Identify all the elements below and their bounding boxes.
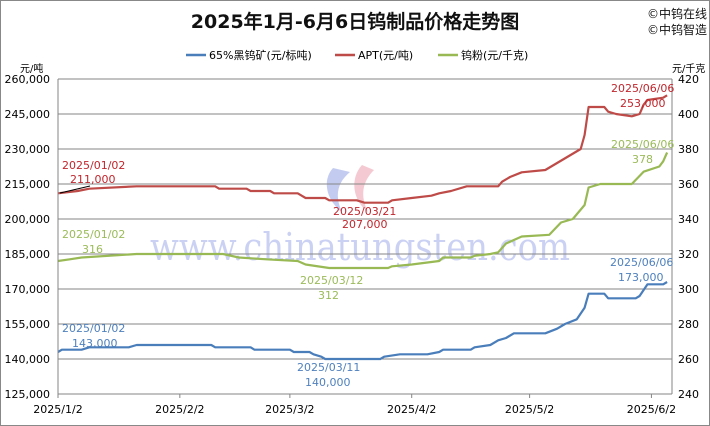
- series-line-ore: [57, 281, 668, 361]
- powder-start-value: 316: [82, 243, 103, 256]
- chart-title: 2025年1月-6月6日钨制品价格走势图: [191, 10, 519, 33]
- axes: 125,000 240 140,000 260 155,000 280 170,000 300…: [5, 73, 700, 416]
- left-axis-tick-label: 230,000: [5, 143, 51, 156]
- series-lines: [57, 94, 669, 361]
- ore-low-value: 140,000: [305, 376, 351, 389]
- left-axis-unit: 元/吨: [20, 62, 43, 75]
- right-axis-tick-label: 380: [678, 143, 699, 156]
- copyright-2: ©中钨智造: [647, 22, 707, 37]
- powder-low-value: 312: [318, 289, 339, 302]
- watermark: www.chinatungsten.com: [150, 165, 570, 269]
- x-axis-tick-label: 2025/2/2: [155, 403, 204, 416]
- watermark-text: www.chinatungsten.com: [150, 225, 570, 269]
- annotations: 2025/01/02 211,000 2025/03/21 207,000 20…: [59, 82, 674, 389]
- left-axis-tick-label: 185,000: [5, 248, 51, 261]
- right-axis-tick-label: 340: [678, 213, 699, 226]
- ore-start-value: 143,000: [72, 337, 118, 350]
- right-axis-tick-label: 360: [678, 178, 699, 191]
- legend-label-powder: 钨粉(元/千克): [461, 49, 528, 62]
- ore-start-date: 2025/01/02: [62, 322, 125, 335]
- left-axis-tick-label: 170,000: [5, 283, 51, 296]
- left-axis-tick-label: 140,000: [5, 353, 51, 366]
- powder-end-date: 2025/06/06: [611, 138, 674, 151]
- x-axis-tick-label: 2025/6/2: [627, 403, 676, 416]
- right-axis-unit: 元/千克: [672, 63, 705, 75]
- powder-end-value: 378: [632, 153, 653, 166]
- left-axis-tick-label: 155,000: [5, 318, 51, 331]
- apt-end-value: 253,000: [620, 97, 666, 110]
- right-axis-tick-label: 260: [678, 353, 699, 366]
- left-axis-tick-label: 215,000: [5, 178, 51, 191]
- apt-start-value: 211,000: [70, 173, 116, 186]
- apt-start-date: 2025/01/02: [62, 159, 125, 172]
- apt-start-leader-line: [59, 185, 91, 194]
- right-axis-tick-label: 240: [678, 388, 699, 401]
- left-axis-tick-label: 260,000: [5, 73, 51, 86]
- apt-end-date: 2025/06/06: [611, 82, 674, 95]
- x-axis-tick-label: 2025/3/2: [265, 403, 314, 416]
- powder-start-date: 2025/01/02: [62, 228, 125, 241]
- left-axis-tick-label: 200,000: [5, 213, 51, 226]
- apt-low-value: 207,000: [342, 218, 388, 231]
- x-axis-tick-label: 2025/4/2: [387, 403, 436, 416]
- series-line-apt: [57, 94, 668, 204]
- right-axis-tick-label: 300: [678, 283, 699, 296]
- legend-label-apt: APT(元/吨): [358, 49, 413, 62]
- legend-label-ore: 65%黑钨矿(元/标吨): [209, 48, 312, 62]
- powder-low-date: 2025/03/12: [300, 274, 363, 287]
- series-line-powder: [57, 152, 669, 270]
- legend: 65%黑钨矿(元/标吨) APT(元/吨) 钨粉(元/千克): [186, 48, 528, 62]
- right-axis-tick-label: 280: [678, 318, 699, 331]
- right-axis-tick-label: 400: [678, 108, 699, 121]
- ore-low-date: 2025/03/11: [297, 361, 360, 374]
- copyright-1: ©中钨在线: [647, 6, 707, 21]
- ore-end-date: 2025/06/06: [610, 256, 673, 269]
- x-axis-tick-label: 2025/1/2: [33, 403, 82, 416]
- right-axis-tick-label: 320: [678, 248, 699, 261]
- x-axis-tick-label: 2025/5/2: [505, 403, 554, 416]
- right-axis-tick-label: 420: [678, 73, 699, 86]
- apt-low-date: 2025/03/21: [333, 205, 396, 218]
- ore-end-value: 173,000: [618, 271, 664, 284]
- left-axis-tick-label: 125,000: [5, 388, 51, 401]
- left-axis-tick-label: 245,000: [5, 108, 51, 121]
